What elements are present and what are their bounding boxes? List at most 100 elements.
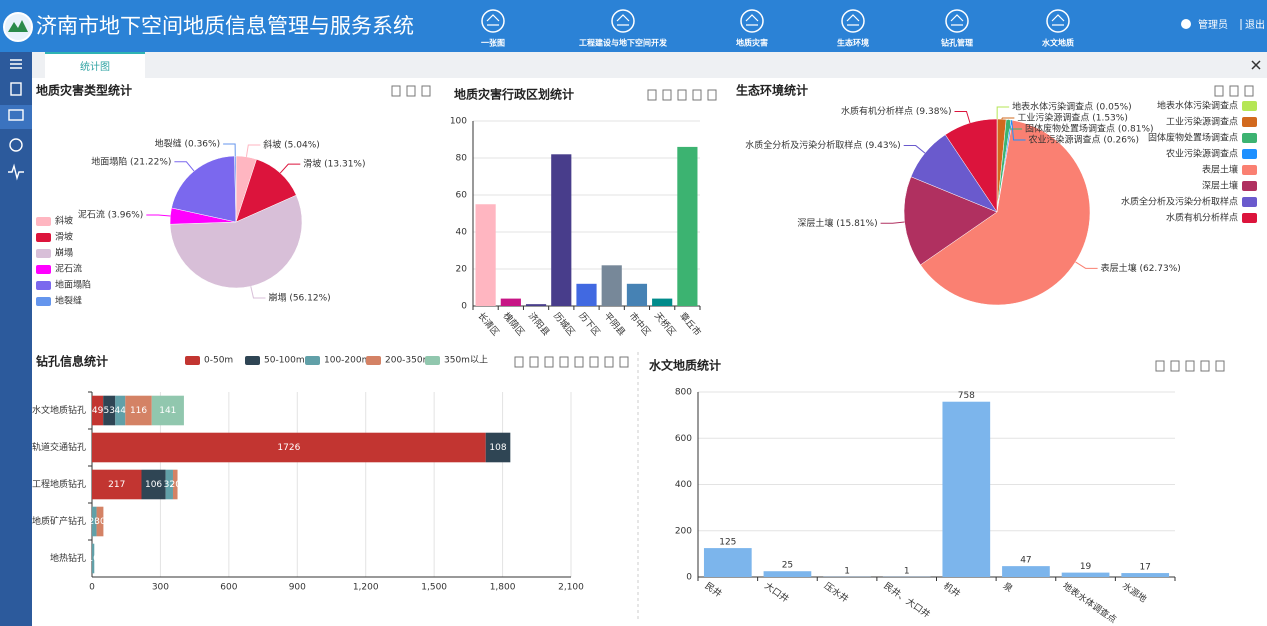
- nav-label[interactable]: 生态环境: [837, 38, 869, 48]
- bar[interactable]: [626, 283, 648, 306]
- toolbar-button[interactable]: [529, 356, 539, 368]
- bar[interactable]: [1121, 573, 1170, 577]
- doc-icon[interactable]: [10, 82, 22, 96]
- bar-segment[interactable]: [165, 469, 173, 500]
- settings-icon[interactable]: [9, 138, 23, 152]
- nav-icon[interactable]: [481, 9, 505, 33]
- bar[interactable]: [525, 304, 547, 306]
- legend-label[interactable]: 工业污染源调查点: [1166, 116, 1238, 128]
- nav-icon[interactable]: [1046, 9, 1070, 33]
- toolbar-button[interactable]: [1244, 85, 1254, 97]
- toolbar-button[interactable]: [619, 356, 629, 368]
- bar-segment[interactable]: [96, 506, 104, 537]
- legend-label[interactable]: 0-50m: [204, 356, 233, 366]
- toolbar-button[interactable]: [1215, 360, 1225, 372]
- bar-segment[interactable]: [103, 395, 116, 426]
- toolbar-button[interactable]: [707, 89, 717, 101]
- toolbar-button[interactable]: [1214, 85, 1224, 97]
- tab-label[interactable]: 统计图: [80, 60, 110, 73]
- legend-swatch[interactable]: [1242, 101, 1257, 111]
- nav-label[interactable]: 工程建设与地下空间开发: [579, 38, 668, 48]
- bar[interactable]: [763, 571, 812, 577]
- bar-segment[interactable]: [141, 469, 166, 500]
- legend-swatch[interactable]: [425, 356, 440, 365]
- monitor-icon[interactable]: [8, 163, 24, 181]
- bar-segment[interactable]: [151, 395, 184, 426]
- bar[interactable]: [703, 548, 752, 577]
- legend-label[interactable]: 斜坡: [55, 215, 73, 227]
- bar-segment[interactable]: [92, 395, 104, 426]
- toolbar-button[interactable]: [406, 85, 416, 97]
- legend-label[interactable]: 地面塌陷: [55, 279, 91, 291]
- legend-label[interactable]: 地表水体污染调查点: [1157, 100, 1238, 112]
- nav-icon-detail[interactable]: [616, 14, 630, 26]
- legend-label[interactable]: 农业污染源调查点: [1166, 148, 1238, 160]
- toolbar-button[interactable]: [574, 356, 584, 368]
- legend-swatch[interactable]: [305, 356, 320, 365]
- legend-swatch[interactable]: [366, 356, 381, 365]
- nav-label[interactable]: 水文地质: [1041, 38, 1074, 48]
- menu-icon[interactable]: [10, 59, 22, 69]
- bar-segment[interactable]: [115, 395, 126, 426]
- bar[interactable]: [677, 146, 698, 306]
- legend-swatch[interactable]: [1242, 149, 1257, 159]
- legend-label[interactable]: 水质有机分析样点: [1166, 212, 1238, 224]
- bar-segment[interactable]: [92, 469, 142, 500]
- bar-segment[interactable]: [125, 395, 152, 426]
- bar[interactable]: [576, 283, 597, 306]
- legend-swatch[interactable]: [36, 233, 51, 242]
- toolbar-button[interactable]: [1200, 360, 1210, 372]
- toolbar-button[interactable]: [692, 89, 702, 101]
- legend-swatch[interactable]: [36, 249, 51, 258]
- bar[interactable]: [1002, 566, 1050, 577]
- nav-label[interactable]: 钻孔管理: [941, 38, 973, 48]
- legend-swatch[interactable]: [245, 356, 260, 365]
- legend-label[interactable]: 深层土壤: [1202, 180, 1238, 192]
- bar-segment[interactable]: [92, 543, 95, 574]
- bar[interactable]: [551, 154, 572, 306]
- legend-swatch[interactable]: [1242, 165, 1257, 175]
- toolbar-button[interactable]: [647, 89, 657, 101]
- toolbar-button[interactable]: [1170, 360, 1180, 372]
- nav-icon[interactable]: [740, 9, 764, 33]
- legend-swatch[interactable]: [36, 265, 51, 274]
- legend-swatch[interactable]: [36, 217, 51, 226]
- close-tab[interactable]: [1251, 60, 1261, 70]
- legend-label[interactable]: 表层土壤: [1202, 164, 1238, 176]
- nav-icon-detail[interactable]: [950, 14, 964, 26]
- nav-icon[interactable]: [611, 9, 635, 33]
- logout[interactable]: 退出: [1245, 18, 1265, 31]
- legend-label[interactable]: 崩塌: [55, 247, 73, 259]
- toolbar-button[interactable]: [677, 89, 687, 101]
- bar-segment[interactable]: [92, 506, 97, 537]
- legend-swatch[interactable]: [1242, 133, 1257, 143]
- bar[interactable]: [601, 265, 622, 306]
- toolbar-button[interactable]: [1155, 360, 1165, 372]
- legend-swatch[interactable]: [1242, 213, 1257, 223]
- bar-segment[interactable]: [172, 469, 178, 500]
- legend-swatch[interactable]: [36, 297, 51, 306]
- toolbar-button[interactable]: [514, 356, 524, 368]
- legend-label[interactable]: 200-350m: [385, 356, 431, 366]
- legend-label[interactable]: 固体废物处置场调查点: [1148, 132, 1238, 144]
- toolbar-button[interactable]: [662, 89, 672, 101]
- toolbar-button[interactable]: [604, 356, 614, 368]
- toolbar-button[interactable]: [391, 85, 401, 97]
- tab[interactable]: [45, 53, 145, 78]
- legend-swatch[interactable]: [36, 281, 51, 290]
- toolbar-button[interactable]: [1229, 85, 1239, 97]
- legend-label[interactable]: 350m以上: [444, 355, 488, 366]
- toolbar-button[interactable]: [421, 85, 431, 97]
- bar[interactable]: [652, 298, 673, 306]
- legend-swatch[interactable]: [1242, 197, 1257, 207]
- nav-icon[interactable]: [945, 9, 969, 33]
- bar[interactable]: [942, 401, 991, 577]
- bar[interactable]: [500, 298, 521, 306]
- bar[interactable]: [475, 204, 496, 306]
- legend-swatch[interactable]: [1242, 181, 1257, 191]
- toolbar-button[interactable]: [1185, 360, 1195, 372]
- toolbar-button[interactable]: [544, 356, 554, 368]
- legend-label[interactable]: 泥石流: [55, 263, 82, 275]
- legend-label[interactable]: 50-100m: [264, 356, 305, 366]
- board-icon[interactable]: [8, 109, 24, 121]
